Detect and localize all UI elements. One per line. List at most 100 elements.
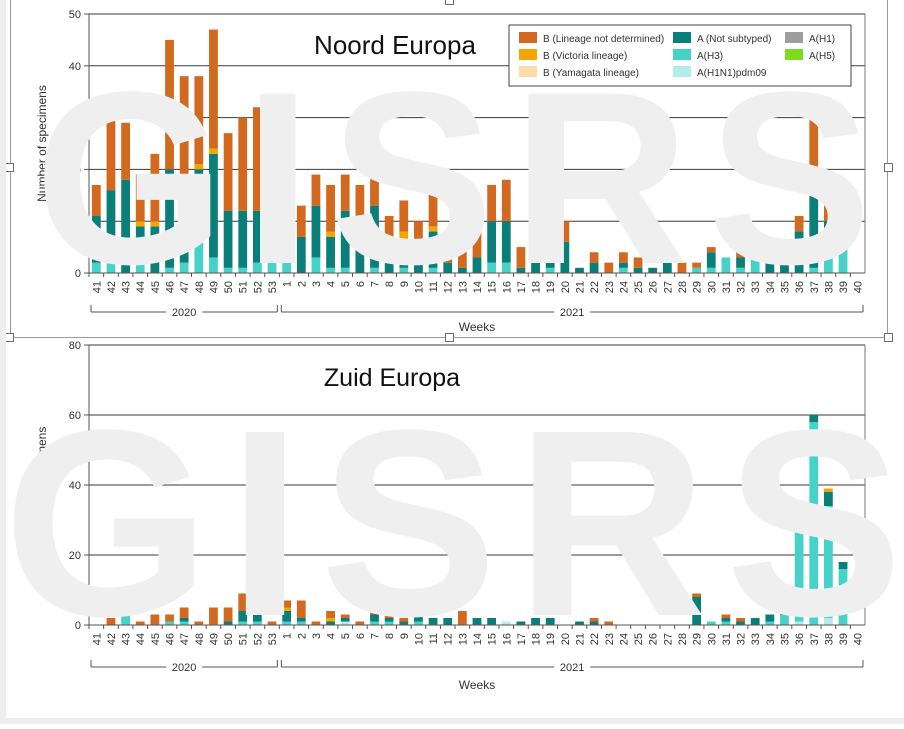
bar-a-not-subtyped-wk32 — [736, 257, 745, 268]
bar-a-h3-wk1 — [282, 262, 292, 273]
x-tick-label: 4 — [326, 281, 338, 287]
bar-b-lineage-not-determined-wk9 — [399, 618, 409, 622]
bar-a-not-subtyped-wk37 — [809, 179, 819, 268]
bar-a-not-subtyped-wk21 — [575, 267, 584, 273]
x-tick-label: 4 — [326, 633, 338, 639]
resize-handle-bottom-right[interactable] — [884, 333, 893, 342]
bar-b-lineage-not-determined-wk25 — [633, 257, 643, 268]
bar-b-lineage-not-determined-wk51 — [238, 593, 248, 611]
bar-a-not-subtyped-wk12 — [443, 618, 453, 625]
x-tick-label: 28 — [677, 633, 689, 645]
bar-a-h3-wk52 — [252, 262, 262, 273]
bar-b-lineage-not-determined-wk23 — [604, 621, 614, 625]
bar-a-h3-wk49 — [209, 257, 218, 273]
bar-b-lineage-not-determined-wk15 — [487, 184, 497, 222]
y-tick-label: 0 — [75, 268, 81, 280]
bar-a-not-subtyped-wk6 — [355, 226, 365, 273]
x-tick-label: 21 — [574, 633, 586, 645]
x-tick-label: 2 — [296, 281, 308, 287]
resize-handle-left[interactable] — [5, 163, 14, 172]
x-tick-label: 5 — [340, 281, 352, 287]
bar-b-lineage-not-determined-wk1 — [282, 600, 292, 608]
resize-handle-top[interactable] — [445, 0, 454, 5]
bar-a-not-subtyped-wk36 — [794, 231, 804, 273]
bar-a-h3-wk46 — [165, 267, 174, 273]
x-tick-label: 29 — [692, 281, 704, 293]
bar-a-not-subtyped-wk15 — [487, 221, 497, 263]
x-tick-label: 39 — [838, 281, 850, 293]
x-tick-label: 31 — [721, 281, 733, 293]
y-tick-label: 10 — [69, 216, 81, 228]
bar-a-h3-wk39 — [838, 569, 848, 625]
bar-a-not-subtyped-wk35 — [780, 604, 789, 615]
bar-a-h3-wk47 — [179, 621, 189, 625]
x-tick-label: 49 — [208, 633, 220, 645]
bar-a-not-subtyped-wk11 — [428, 618, 438, 625]
bar-a-not-subtyped-wk47 — [179, 179, 189, 263]
bar-a-h3-wk30 — [706, 621, 716, 625]
bar-b-lineage-not-determined-wk39 — [838, 190, 848, 237]
bar-a-not-subtyped-wk7 — [370, 205, 379, 268]
bar-b-lineage-not-determined-wk7 — [370, 593, 379, 615]
x-tick-label: 46 — [165, 281, 177, 293]
bar-a-not-subtyped-wk17 — [516, 621, 526, 625]
x-tick-label: 42 — [106, 281, 118, 293]
year-group-2021: 2021 — [280, 305, 864, 319]
bar-a-not-subtyped-wk9 — [399, 621, 409, 625]
x-tick-label: 32 — [736, 633, 748, 645]
x-tick-label: 6 — [355, 633, 367, 639]
bar-a-h3-wk5 — [340, 267, 350, 273]
bar-b-lineage-not-determined-wk5 — [340, 614, 350, 618]
bar-a-not-subtyped-wk50 — [223, 621, 233, 625]
bar-b-lineage-not-determined-wk41 — [91, 184, 101, 217]
bar-b-lineage-not-determined-wk13 — [457, 231, 467, 268]
bar-b-victoria-lineage-wk11 — [428, 226, 438, 232]
bar-b-lineage-not-determined-wk24 — [619, 252, 628, 263]
x-tick-label: 21 — [574, 281, 586, 293]
x-tick-label: 33 — [750, 633, 762, 645]
legend-item-a-h1n1-pdm09: A(H1N1)pdm09 — [673, 66, 767, 79]
page-edge-bottom — [0, 718, 904, 724]
bar-b-lineage-not-determined-wk49 — [209, 607, 218, 625]
legend: B (Lineage not determined) B (Victoria li… — [508, 24, 852, 87]
resize-handle-bottom-left[interactable] — [5, 333, 14, 342]
bar-a-h3-wk37 — [809, 267, 819, 273]
x-tick-label: 38 — [823, 633, 835, 645]
legend-label: A(H1) — [809, 34, 835, 45]
bar-a-h3-wk30 — [706, 267, 716, 273]
bar-a-not-subtyped-wk29 — [692, 597, 702, 625]
x-tick-label: 2 — [296, 633, 308, 639]
legend-swatch — [785, 32, 803, 43]
bar-b-lineage-not-determined-wk16 — [501, 179, 511, 222]
bar-a-h3-wk7 — [370, 621, 379, 625]
bar-b-lineage-not-determined-wk34 — [765, 252, 775, 263]
bar-b-lineage-not-determined-wk10 — [414, 611, 423, 615]
legend-label: A (Not subtyped) — [697, 34, 771, 45]
page-edge — [0, 0, 6, 724]
bar-a-h3-wk43 — [121, 614, 130, 625]
x-tick-label: 47 — [179, 633, 191, 645]
x-tick-label: 1 — [282, 281, 294, 287]
bar-b-victoria-lineage-wk36 — [794, 516, 804, 520]
bar-a-not-subtyped-wk53 — [267, 210, 277, 258]
x-tick-label: 44 — [135, 281, 147, 293]
x-tick-label: 52 — [252, 633, 264, 645]
bar-a-h3-wk31 — [721, 621, 731, 625]
x-tick-label: 6 — [355, 281, 367, 287]
year-group-2020: 2020 — [90, 305, 278, 319]
x-tick-label: 37 — [809, 281, 821, 293]
x-tick-label: 35 — [779, 281, 791, 293]
bar-a-not-subtyped-wk51 — [238, 611, 248, 622]
resize-handle-bottom[interactable] — [445, 333, 454, 342]
bar-a-not-subtyped-wk13 — [457, 267, 467, 273]
gisrs-watermark-1: GISRS — [3, 375, 903, 672]
bar-b-lineage-not-determined-wk46 — [165, 614, 174, 622]
resize-handle-right[interactable] — [884, 163, 893, 172]
bar-b-lineage-not-determined-wk18 — [531, 205, 540, 253]
x-tick-label: 49 — [208, 281, 220, 293]
bar-a-not-subtyped-wk7 — [370, 614, 379, 622]
bar-b-lineage-not-determined-wk45 — [150, 153, 160, 222]
y-tick-label: 60 — [69, 410, 81, 422]
bar-a-h3-wk34 — [765, 621, 775, 625]
